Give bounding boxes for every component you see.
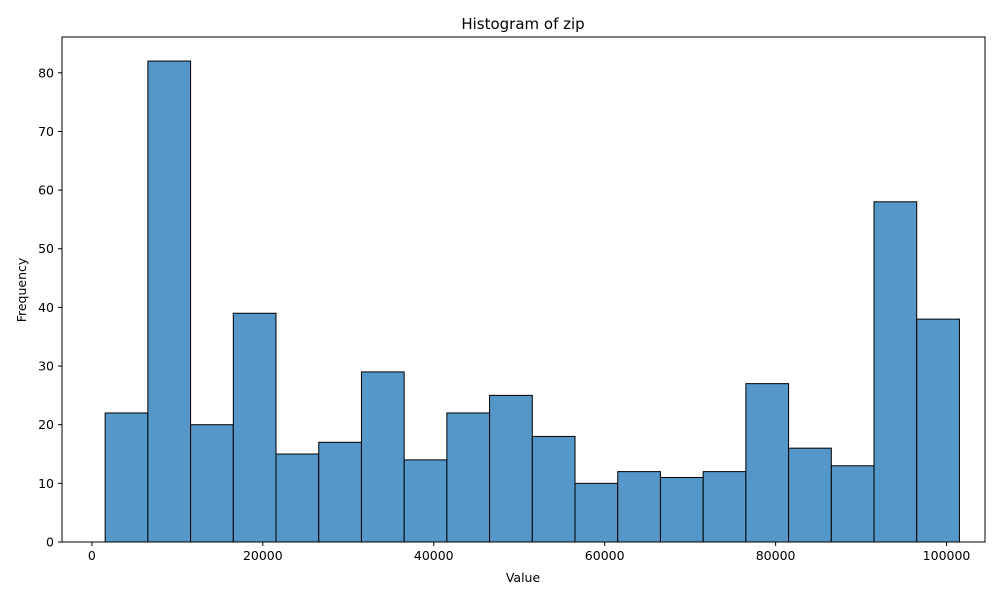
histogram-bar	[275, 453, 320, 543]
histogram-bar	[617, 471, 661, 543]
bars-group	[104, 60, 960, 543]
chart-title: Histogram of zip	[461, 15, 584, 33]
histogram-bar	[531, 435, 576, 543]
histogram-bar	[104, 412, 149, 543]
histogram-bar	[403, 459, 448, 543]
x-tick-label: 100000	[923, 548, 971, 563]
y-tick-label: 0	[46, 535, 54, 550]
y-axis-label: Frequency	[14, 257, 29, 322]
x-tick-label: 20000	[243, 548, 283, 563]
x-tick-label: 40000	[414, 548, 454, 563]
histogram-bar	[659, 476, 704, 543]
x-axis-label: Value	[506, 570, 541, 585]
histogram-bar	[190, 424, 234, 543]
x-tick-label: 0	[88, 548, 96, 563]
histogram-bar	[702, 471, 747, 543]
histogram-bar	[232, 312, 277, 543]
y-tick-label: 60	[38, 183, 54, 198]
y-tick-label: 10	[38, 476, 54, 491]
plot-frame	[61, 36, 986, 543]
histogram-bar	[574, 482, 619, 543]
histogram-bar	[147, 60, 192, 543]
x-tick-label: 60000	[585, 548, 625, 563]
y-tick-label: 40	[38, 300, 54, 315]
histogram-bar	[830, 465, 875, 543]
histogram-bar	[873, 201, 918, 543]
y-tick-label: 20	[38, 417, 54, 432]
histogram-bar	[788, 447, 832, 543]
y-tick-label: 70	[38, 124, 54, 139]
y-axis-ticks: 0 10 20 30 40 50 60 70 80	[38, 65, 62, 550]
histogram-bar	[318, 441, 362, 543]
y-tick-label: 80	[38, 65, 54, 80]
histogram-bar	[916, 318, 960, 543]
histogram-bar	[745, 383, 790, 543]
y-tick-label: 30	[38, 359, 54, 374]
histogram-bar	[446, 412, 491, 543]
histogram-bar	[489, 394, 533, 543]
x-axis-ticks: 0 20000 40000 60000 80000 100000	[88, 542, 971, 563]
y-tick-label: 50	[38, 241, 54, 256]
histogram-bar	[360, 371, 405, 543]
x-tick-label: 80000	[756, 548, 796, 563]
